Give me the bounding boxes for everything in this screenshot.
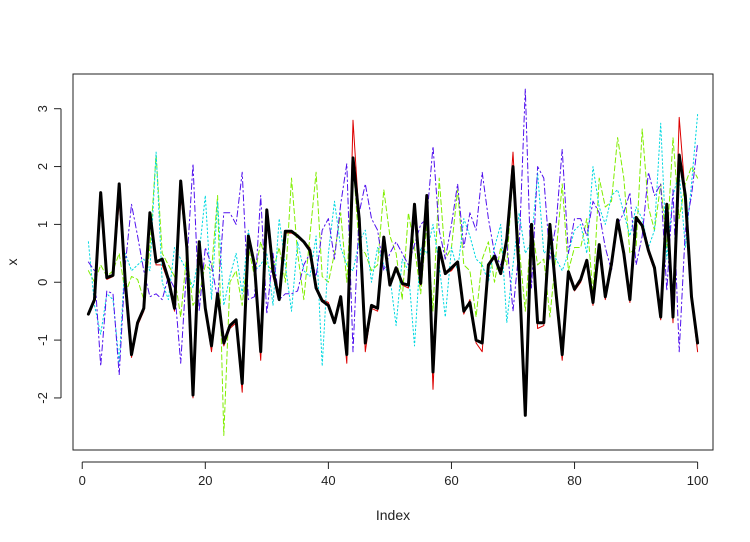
series-line-5 bbox=[86, 153, 700, 417]
y-tick-label: 2 bbox=[35, 163, 50, 170]
x-tick-label: 0 bbox=[79, 473, 86, 488]
y-tick-label: -2 bbox=[35, 392, 50, 404]
series-line-3 bbox=[87, 114, 699, 367]
y-tick-label: 3 bbox=[35, 105, 50, 112]
x-axis: 0 20 40 60 80 100 bbox=[79, 461, 709, 488]
y-axis-title: x bbox=[4, 259, 20, 266]
series-layer bbox=[86, 88, 700, 436]
plot-frame bbox=[72, 73, 714, 451]
x-tick-label: 80 bbox=[567, 473, 581, 488]
y-tick-label: -1 bbox=[35, 334, 50, 346]
y-tick-label: 1 bbox=[35, 221, 50, 228]
x-axis-title: Index bbox=[376, 507, 410, 523]
x-tick-label: 100 bbox=[687, 473, 709, 488]
y-tick-label: 0 bbox=[35, 279, 50, 286]
y-axis: -2 -1 0 1 2 3 bbox=[35, 105, 62, 404]
series-line-4 bbox=[87, 88, 699, 376]
series-line-2 bbox=[87, 128, 699, 436]
x-tick-label: 60 bbox=[444, 473, 458, 488]
series-line-1 bbox=[87, 116, 699, 413]
x-tick-label: 20 bbox=[198, 473, 212, 488]
x-tick-label: 40 bbox=[321, 473, 335, 488]
